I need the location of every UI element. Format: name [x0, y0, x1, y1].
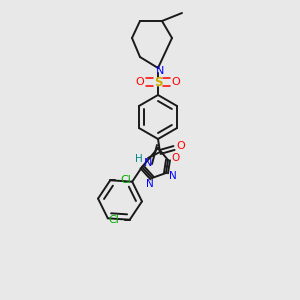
- Text: N: N: [146, 179, 154, 189]
- Text: N: N: [156, 66, 164, 76]
- Text: Cl: Cl: [108, 215, 119, 225]
- Text: Cl: Cl: [121, 175, 132, 185]
- Text: O: O: [172, 77, 180, 87]
- Text: N: N: [144, 158, 152, 168]
- Text: N: N: [169, 171, 177, 181]
- Text: O: O: [177, 141, 185, 151]
- Text: S: S: [154, 76, 162, 88]
- Text: O: O: [171, 153, 179, 163]
- Text: O: O: [136, 77, 144, 87]
- Text: H: H: [135, 154, 143, 164]
